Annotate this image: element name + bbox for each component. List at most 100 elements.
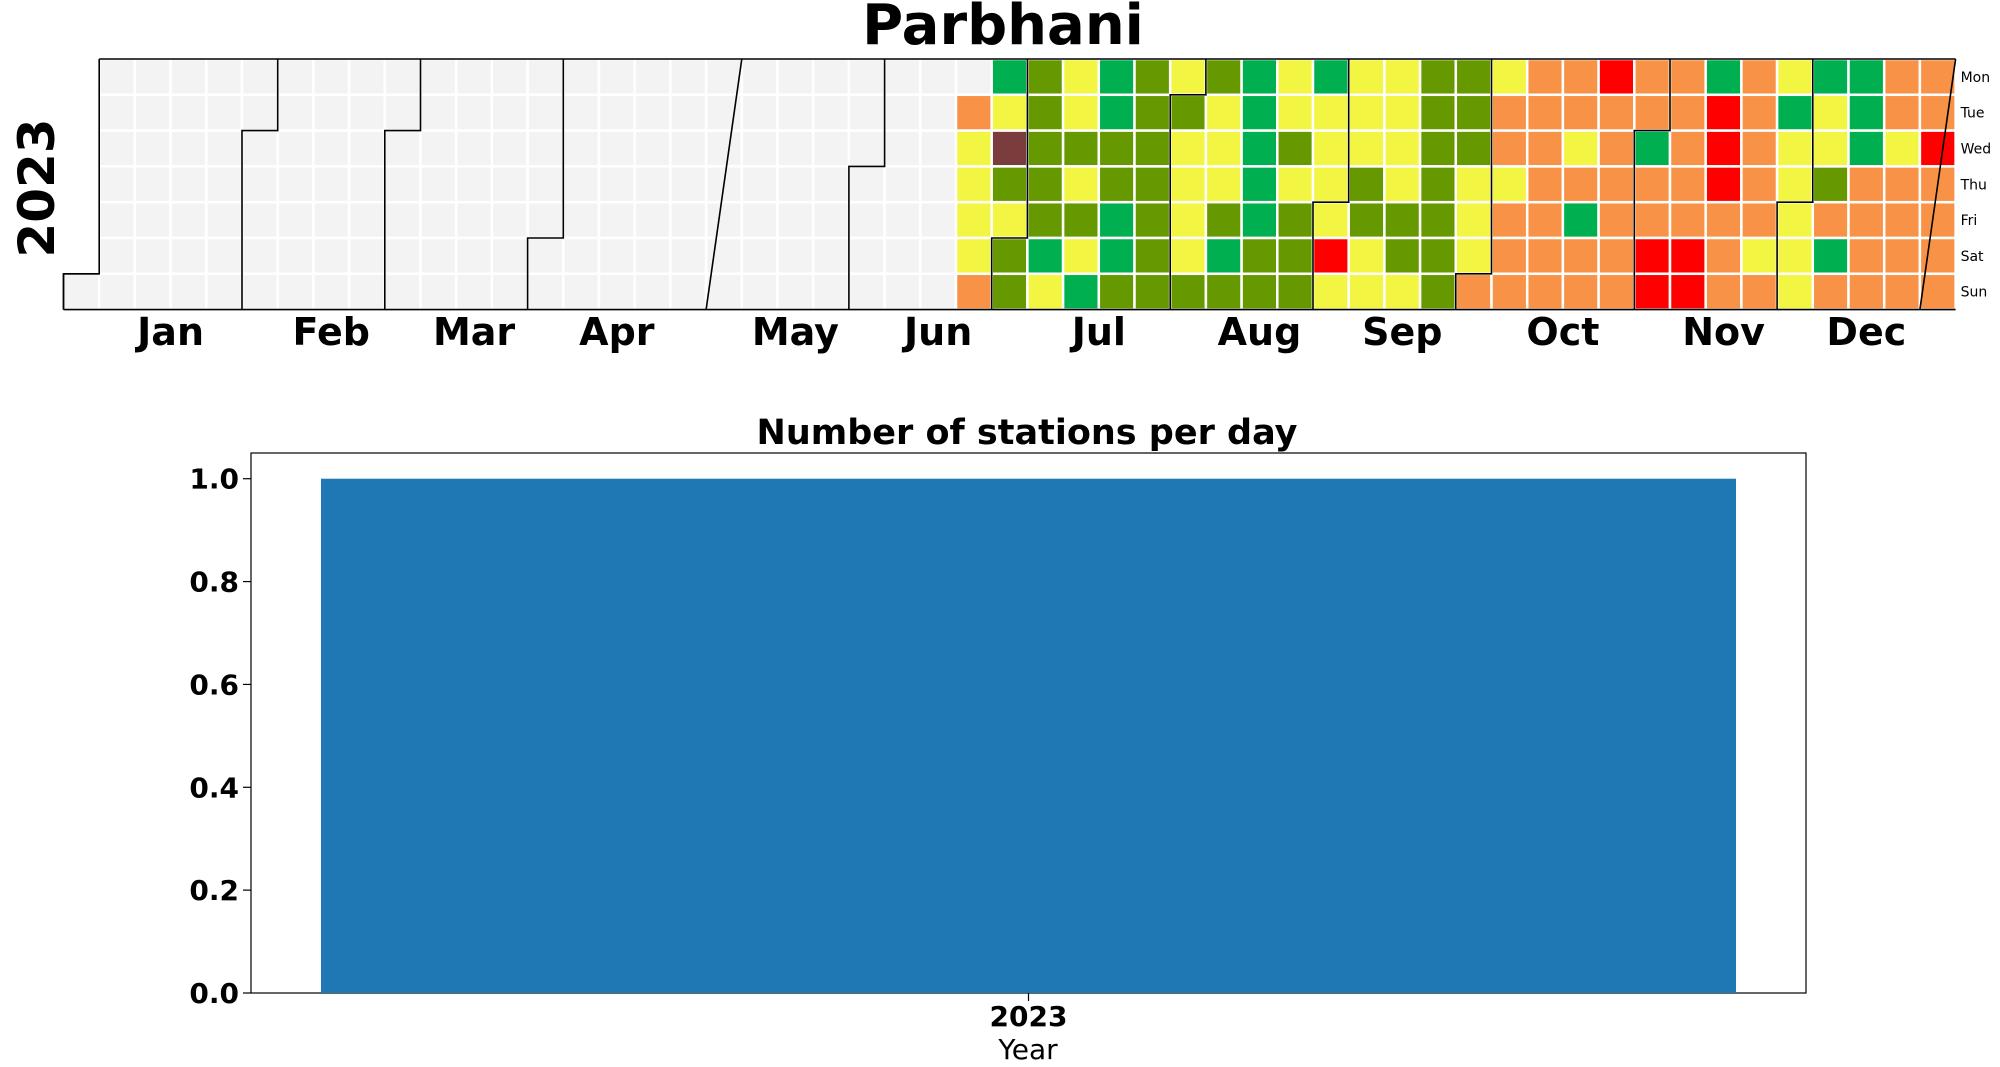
heatmap-cell bbox=[811, 165, 851, 204]
heatmap-cell bbox=[1811, 272, 1850, 311]
heatmap-cell bbox=[526, 272, 565, 311]
heatmap-cell bbox=[1811, 57, 1850, 97]
heatmap-cell bbox=[312, 236, 351, 276]
month-label: Feb bbox=[293, 310, 370, 354]
heatmap-cell bbox=[1561, 129, 1600, 168]
heatmap-cell bbox=[633, 129, 672, 168]
heatmap-cell bbox=[1882, 165, 1922, 204]
heatmap-cell bbox=[419, 272, 458, 311]
month-label: Aug bbox=[1218, 310, 1302, 354]
heatmap-cell bbox=[1525, 200, 1565, 240]
heatmap-cell bbox=[490, 236, 529, 276]
heatmap-cell bbox=[954, 165, 993, 204]
month-boundary bbox=[1776, 59, 1814, 310]
heatmap-cell bbox=[1097, 57, 1136, 97]
heatmap-cell bbox=[1847, 236, 1886, 276]
heatmap-cell bbox=[1882, 93, 1922, 132]
month-label: Nov bbox=[1682, 310, 1765, 354]
heatmap-cell bbox=[419, 165, 458, 204]
heatmap-cell bbox=[1276, 236, 1315, 276]
heatmap-cell bbox=[1276, 200, 1315, 240]
heatmap-cell bbox=[1418, 57, 1458, 97]
heatmap-cell bbox=[205, 129, 244, 168]
heatmap-cell bbox=[1383, 93, 1422, 132]
heatmap-cell bbox=[383, 200, 422, 240]
heatmap-cell bbox=[633, 93, 672, 132]
heatmap-cell bbox=[1026, 165, 1065, 204]
bar-x-axis-label: Year bbox=[997, 1033, 1058, 1066]
heatmap-cell bbox=[1918, 236, 1957, 276]
heatmap-cell bbox=[1597, 272, 1636, 311]
heatmap-cell bbox=[97, 236, 137, 276]
heatmap-cell bbox=[1847, 93, 1886, 132]
heatmap-cell bbox=[740, 200, 779, 240]
heatmap-cell bbox=[1168, 200, 1208, 240]
heatmap-cell bbox=[1525, 93, 1565, 132]
heatmap-cell bbox=[276, 165, 315, 204]
heatmap-cell bbox=[240, 165, 279, 204]
heatmap-cell bbox=[312, 93, 351, 132]
heatmap-cell bbox=[633, 272, 672, 311]
heatmap-cell bbox=[1418, 165, 1458, 204]
heatmap-cell bbox=[669, 93, 708, 132]
heatmap-cell bbox=[919, 165, 958, 204]
heatmap-cell bbox=[919, 272, 958, 311]
heatmap-cell bbox=[1561, 93, 1600, 132]
heatmap-cell bbox=[1633, 165, 1672, 204]
heatmap-cell bbox=[1918, 272, 1957, 311]
heatmap-cell bbox=[776, 129, 815, 168]
heatmap-cell bbox=[1454, 236, 1493, 276]
heatmap-cell bbox=[1561, 236, 1600, 276]
heatmap-cell bbox=[669, 57, 708, 97]
heatmap-cell bbox=[847, 93, 886, 132]
heatmap-cell bbox=[1740, 165, 1779, 204]
heatmap-cell bbox=[1597, 165, 1636, 204]
month-boundary bbox=[62, 59, 100, 310]
heatmap-cell bbox=[1811, 93, 1850, 132]
heatmap-cell bbox=[1240, 129, 1279, 168]
heatmap-cell bbox=[1418, 236, 1458, 276]
heatmap-cell bbox=[419, 200, 458, 240]
heatmap-cell bbox=[419, 129, 458, 168]
weekday-label: Sun bbox=[1961, 285, 1988, 301]
heatmap-cell bbox=[1133, 272, 1172, 311]
heatmap-cell bbox=[383, 129, 422, 168]
heatmap-cell bbox=[169, 165, 208, 204]
heatmap-cell bbox=[1311, 57, 1350, 97]
calendar-heatmap: Parbhani 2023 Jan Feb Mar Apr May Jun Jul Aug Se… bbox=[8, 0, 1991, 354]
heatmap-cell bbox=[1775, 272, 1815, 311]
heatmap-cell bbox=[133, 165, 172, 204]
heatmap-cell bbox=[383, 236, 422, 276]
heatmap-cell bbox=[954, 57, 993, 97]
weekday-label: Sat bbox=[1961, 249, 1984, 265]
heatmap-cell bbox=[1633, 272, 1672, 311]
month-label: Apr bbox=[579, 310, 655, 354]
heatmap-cell bbox=[1168, 93, 1208, 132]
heatmap-cell bbox=[240, 200, 279, 240]
heatmap-cell bbox=[1740, 93, 1779, 132]
heatmap-cell bbox=[526, 236, 565, 276]
heatmap-cell bbox=[1097, 93, 1136, 132]
month-boundary bbox=[1169, 59, 1207, 310]
heatmap-cell bbox=[740, 129, 779, 168]
heatmap-cell bbox=[1168, 236, 1208, 276]
heatmap-cell bbox=[1383, 272, 1422, 311]
heatmap-cell bbox=[383, 165, 422, 204]
heatmap-cell bbox=[883, 200, 922, 240]
month-boundary bbox=[990, 59, 1029, 310]
heatmap-cell bbox=[1668, 93, 1707, 132]
heatmap-cell bbox=[1383, 129, 1422, 168]
heatmap-cell bbox=[1704, 165, 1743, 204]
heatmap-cell bbox=[740, 165, 779, 204]
heatmap-cell bbox=[1740, 129, 1779, 168]
heatmap-cell bbox=[1775, 165, 1815, 204]
month-label: Mar bbox=[433, 310, 515, 354]
heatmap-cell bbox=[205, 165, 244, 204]
heatmap-cell bbox=[776, 93, 815, 132]
heatmap-cell bbox=[1490, 93, 1529, 132]
heatmap-cell bbox=[1418, 93, 1458, 132]
heatmap-cell bbox=[1633, 129, 1672, 168]
bar-chart-title: Number of stations per day bbox=[757, 413, 1298, 453]
heatmap-cell bbox=[1061, 200, 1101, 240]
